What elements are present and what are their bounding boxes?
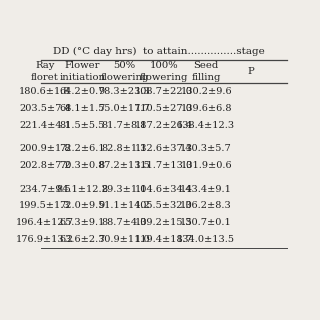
- Text: 130.2±9.6: 130.2±9.6: [180, 87, 232, 96]
- Text: Flower
initiation: Flower initiation: [59, 61, 105, 82]
- Text: 65.3±9.1: 65.3±9.1: [60, 218, 105, 227]
- Text: 117.2±26.4: 117.2±26.4: [135, 121, 193, 130]
- Text: 139.6±6.8: 139.6±6.8: [180, 104, 232, 113]
- Text: 114.6±34.4: 114.6±34.4: [135, 185, 193, 194]
- Text: Ray
floret: Ray floret: [31, 61, 59, 82]
- Text: 196.4±12.7: 196.4±12.7: [16, 218, 74, 227]
- Text: 91.1±14.2: 91.1±14.2: [98, 202, 150, 211]
- Text: 72.0±9.5: 72.0±9.5: [60, 202, 105, 211]
- Text: 81.5±5.5: 81.5±5.5: [60, 121, 105, 130]
- Text: 200.9±1.8: 200.9±1.8: [19, 144, 71, 153]
- Text: 98.3±23.3: 98.3±23.3: [99, 87, 150, 96]
- Text: 234.7±9.5: 234.7±9.5: [19, 185, 71, 194]
- Text: 108.7±22.0: 108.7±22.0: [135, 87, 193, 96]
- Text: 221.4±4.1: 221.4±4.1: [19, 121, 71, 130]
- Text: 111.7±13.0: 111.7±13.0: [135, 161, 193, 170]
- Text: P: P: [247, 67, 254, 76]
- Text: 138.4±12.3: 138.4±12.3: [177, 121, 235, 130]
- Text: 70.9±11.0: 70.9±11.0: [99, 235, 150, 244]
- Text: Seed
filling: Seed filling: [191, 61, 221, 82]
- Text: 140.3±5.7: 140.3±5.7: [180, 144, 232, 153]
- Text: 180.6±1.8: 180.6±1.8: [19, 87, 71, 96]
- Text: 131.9±0.6: 131.9±0.6: [180, 161, 232, 170]
- Text: 112.6±37.3: 112.6±37.3: [135, 144, 193, 153]
- Text: 109.2±15.5: 109.2±15.5: [135, 218, 193, 227]
- Text: 68.1±1.5: 68.1±1.5: [60, 104, 105, 113]
- Text: 89.3±1.0: 89.3±1.0: [102, 185, 147, 194]
- Text: 64.2±0.7: 64.2±0.7: [60, 87, 105, 96]
- Text: 63.6±2.3: 63.6±2.3: [60, 235, 105, 244]
- Text: 110.5±27.0: 110.5±27.0: [135, 104, 193, 113]
- Text: 143.4±9.1: 143.4±9.1: [180, 185, 232, 194]
- Text: 70.3±0.8: 70.3±0.8: [60, 161, 105, 170]
- Text: 87.2±13.5: 87.2±13.5: [99, 161, 150, 170]
- Text: 176.9±13.2: 176.9±13.2: [16, 235, 74, 244]
- Text: 72.2±6.1: 72.2±6.1: [59, 144, 105, 153]
- Text: 199.5±1.3: 199.5±1.3: [19, 202, 71, 211]
- Text: 203.5±7.4: 203.5±7.4: [19, 104, 71, 113]
- Text: 88.7±4.3: 88.7±4.3: [101, 218, 147, 227]
- Text: 134.0±13.5: 134.0±13.5: [177, 235, 235, 244]
- Text: DD (°C day hrs)  to attain...............stage: DD (°C day hrs) to attain...............…: [53, 46, 265, 56]
- Text: 50%
flowering: 50% flowering: [100, 61, 148, 82]
- Text: 202.8±7.2: 202.8±7.2: [19, 161, 71, 170]
- Text: 136.2±8.3: 136.2±8.3: [180, 202, 232, 211]
- Text: 100%
flowering: 100% flowering: [140, 61, 188, 82]
- Text: 119.4±18.7: 119.4±18.7: [135, 235, 193, 244]
- Text: 130.7±0.1: 130.7±0.1: [180, 218, 232, 227]
- Text: 84.1±12.2: 84.1±12.2: [56, 185, 108, 194]
- Text: 75.0±17.7: 75.0±17.7: [99, 104, 150, 113]
- Text: 82.8±1.3: 82.8±1.3: [101, 144, 147, 153]
- Text: 105.5±32.0: 105.5±32.0: [135, 202, 193, 211]
- Text: 81.7±8.8: 81.7±8.8: [102, 121, 147, 130]
